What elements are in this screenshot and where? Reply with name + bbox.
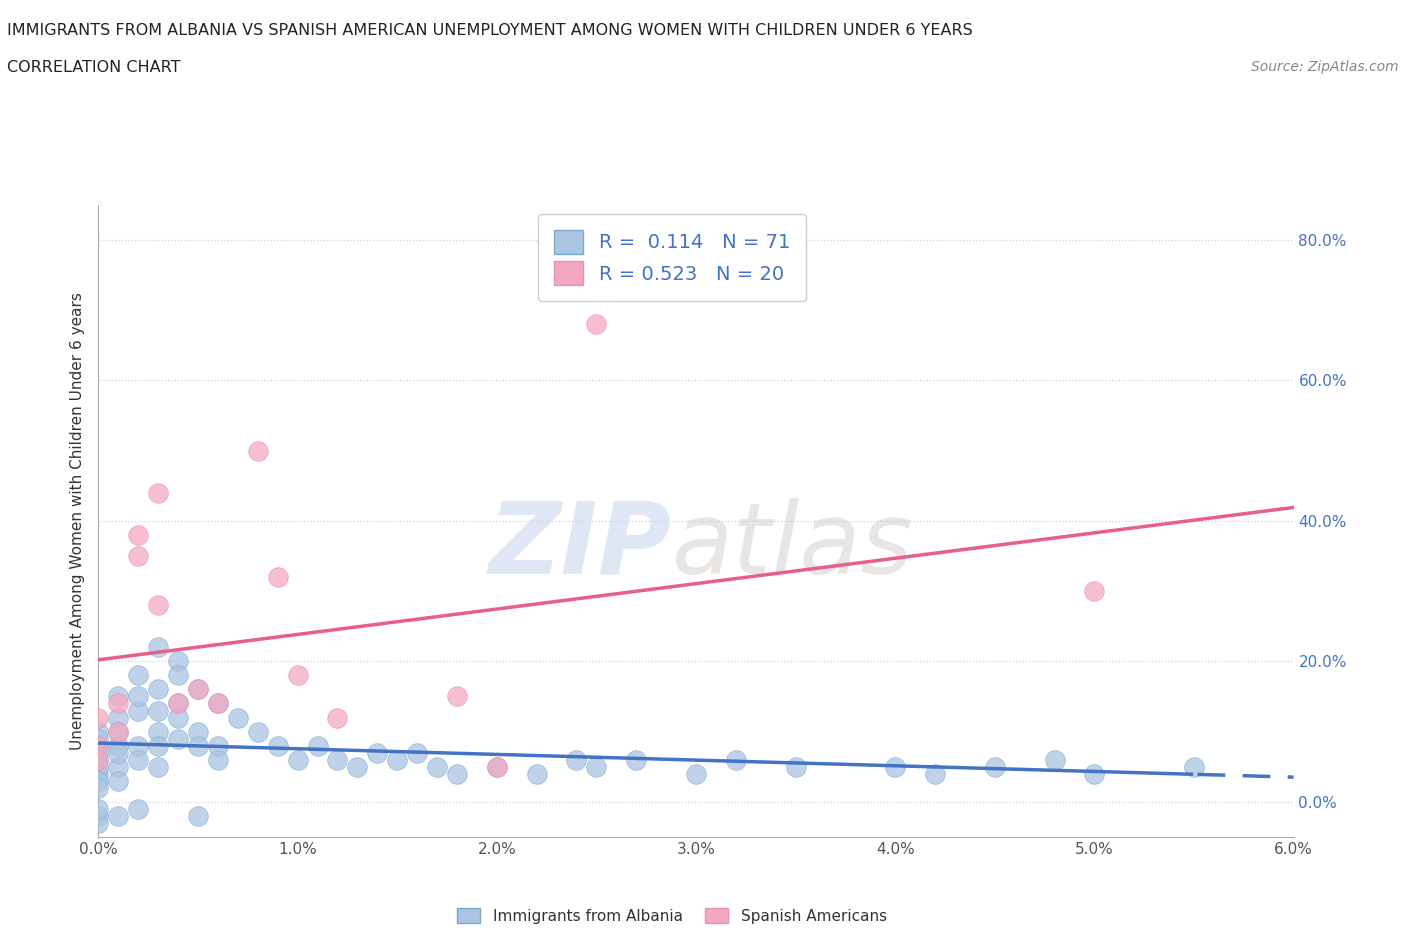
Legend: Immigrants from Albania, Spanish Americans: Immigrants from Albania, Spanish America… <box>451 901 893 930</box>
Point <box>127 738 149 753</box>
Point <box>107 689 129 704</box>
Point <box>107 808 129 823</box>
Point <box>326 711 349 725</box>
Point <box>148 485 170 500</box>
Point <box>87 752 110 767</box>
Point <box>585 759 607 774</box>
Point <box>207 738 229 753</box>
Text: ZIP: ZIP <box>489 498 672 594</box>
Point <box>87 731 110 746</box>
Text: atlas: atlas <box>672 498 914 594</box>
Point <box>87 816 110 830</box>
Point <box>167 696 190 711</box>
Point <box>246 724 269 739</box>
Point <box>87 752 110 767</box>
Point <box>148 759 170 774</box>
Point <box>127 527 149 542</box>
Point <box>187 808 209 823</box>
Point <box>565 752 588 767</box>
Point <box>167 696 190 711</box>
Point <box>87 738 110 753</box>
Point <box>326 752 349 767</box>
Point <box>207 696 229 711</box>
Text: IMMIGRANTS FROM ALBANIA VS SPANISH AMERICAN UNEMPLOYMENT AMONG WOMEN WITH CHILDR: IMMIGRANTS FROM ALBANIA VS SPANISH AMERI… <box>7 23 973 38</box>
Point <box>884 759 907 774</box>
Point <box>127 752 149 767</box>
Point <box>127 703 149 718</box>
Point <box>148 640 170 655</box>
Y-axis label: Unemployment Among Women with Children Under 6 years: Unemployment Among Women with Children U… <box>69 292 84 750</box>
Point <box>187 682 209 697</box>
Point <box>127 668 149 683</box>
Point <box>426 759 449 774</box>
Text: CORRELATION CHART: CORRELATION CHART <box>7 60 180 75</box>
Point <box>724 752 747 767</box>
Point <box>87 766 110 781</box>
Point <box>585 316 607 331</box>
Point <box>127 689 149 704</box>
Point <box>385 752 409 767</box>
Point <box>267 569 290 584</box>
Point <box>87 724 110 739</box>
Point <box>107 745 129 760</box>
Point <box>87 745 110 760</box>
Point <box>187 682 209 697</box>
Point <box>107 711 129 725</box>
Point <box>446 766 468 781</box>
Point <box>983 759 1005 774</box>
Point <box>485 759 508 774</box>
Point <box>207 752 229 767</box>
Point <box>167 668 190 683</box>
Point <box>107 724 129 739</box>
Point <box>1043 752 1066 767</box>
Point <box>1083 766 1105 781</box>
Point <box>307 738 329 753</box>
Point <box>87 711 110 725</box>
Point <box>107 724 129 739</box>
Point <box>187 724 209 739</box>
Point <box>167 731 190 746</box>
Point <box>624 752 647 767</box>
Point <box>485 759 508 774</box>
Point <box>107 738 129 753</box>
Point <box>167 654 190 669</box>
Point <box>446 689 468 704</box>
Text: Source: ZipAtlas.com: Source: ZipAtlas.com <box>1251 60 1399 74</box>
Point <box>87 802 110 817</box>
Point <box>148 598 170 613</box>
Point <box>127 802 149 817</box>
Point <box>346 759 368 774</box>
Point <box>167 711 190 725</box>
Point <box>148 724 170 739</box>
Point <box>287 668 309 683</box>
Point <box>267 738 290 753</box>
Point <box>107 774 129 789</box>
Point <box>207 696 229 711</box>
Point <box>287 752 309 767</box>
Point <box>107 759 129 774</box>
Point <box>148 738 170 753</box>
Point <box>246 443 269 458</box>
Point <box>87 759 110 774</box>
Point <box>87 774 110 789</box>
Point <box>226 711 249 725</box>
Point <box>526 766 548 781</box>
Point <box>148 682 170 697</box>
Point <box>87 780 110 795</box>
Point <box>406 745 429 760</box>
Point <box>107 696 129 711</box>
Point <box>127 549 149 564</box>
Point <box>187 738 209 753</box>
Point <box>1182 759 1205 774</box>
Point <box>87 808 110 823</box>
Point <box>366 745 388 760</box>
Point <box>87 738 110 753</box>
Point <box>785 759 807 774</box>
Point <box>924 766 946 781</box>
Point <box>685 766 707 781</box>
Point <box>1083 584 1105 599</box>
Point <box>148 703 170 718</box>
